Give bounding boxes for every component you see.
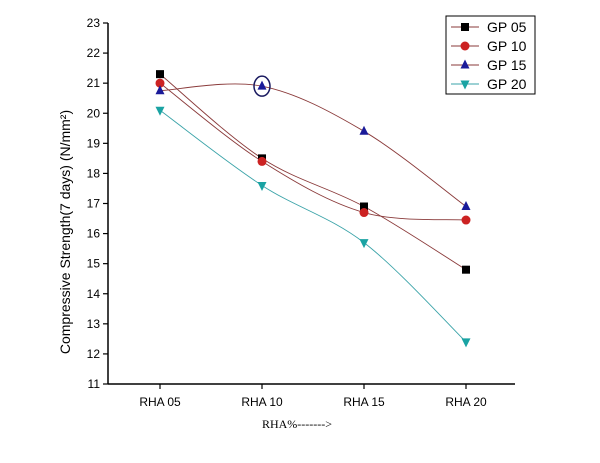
y-tick-label: 16 xyxy=(87,227,101,241)
x-tick-label: RHA 05 xyxy=(139,395,181,409)
y-tick-label: 17 xyxy=(87,197,101,211)
legend-marker-gp-15 xyxy=(460,59,470,69)
y-tick-label: 22 xyxy=(87,46,101,60)
x-axis-title: RHA%-------> xyxy=(262,417,332,431)
series-line-gp-15 xyxy=(159,83,467,207)
data-point-gp-10 xyxy=(461,215,471,225)
legend-marker-gp-20 xyxy=(460,80,470,90)
y-axis-title: Compressive Strength(7 days) (N/mm²) xyxy=(57,110,73,354)
data-point-gp-20 xyxy=(461,338,471,348)
y-tick-label: 18 xyxy=(87,166,101,180)
data-point-gp-05 xyxy=(156,70,164,79)
data-point-gp-10 xyxy=(257,156,267,166)
series-line-gp-10 xyxy=(159,82,467,221)
data-point-gp-05 xyxy=(462,265,470,274)
legend-label-gp-05: GP 05 xyxy=(487,19,527,35)
y-tick-label: 21 xyxy=(87,76,101,90)
data-point-gp-15 xyxy=(461,201,471,211)
y-tick-label: 12 xyxy=(87,347,101,361)
y-ticks: 11 12 13 14 15 16 17 18 19 20 21 22 23 xyxy=(87,16,108,391)
data-point-gp-20 xyxy=(257,181,267,191)
y-tick-label: 23 xyxy=(87,16,101,30)
data-point-gp-05 xyxy=(360,202,368,211)
data-point-gp-10 xyxy=(155,78,165,88)
y-tick-label: 15 xyxy=(87,257,101,271)
series-lines xyxy=(159,73,467,343)
data-point-gp-10 xyxy=(359,208,369,218)
x-ticks: RHA 05 RHA 10 RHA 15 RHA 20 xyxy=(139,384,487,409)
legend-label-gp-15: GP 15 xyxy=(487,57,527,73)
x-tick-label: RHA 15 xyxy=(343,395,385,409)
legend-label-gp-10: GP 10 xyxy=(487,38,527,54)
x-tick-label: RHA 10 xyxy=(241,395,283,409)
legend-marker-gp-10 xyxy=(460,41,470,51)
annotations xyxy=(253,75,271,97)
y-tick-label: 14 xyxy=(87,287,101,301)
y-tick-label: 19 xyxy=(87,136,101,150)
legend-marker-gp-05 xyxy=(461,23,469,31)
legend: GP 05 GP 10 GP 15 GP 20 xyxy=(445,15,536,95)
series-markers xyxy=(155,70,471,348)
data-point-gp-15 xyxy=(257,80,267,90)
legend-label-gp-20: GP 20 xyxy=(487,76,527,92)
data-point-gp-20 xyxy=(359,239,369,249)
y-tick-label: 13 xyxy=(87,317,101,331)
highlight-circle xyxy=(253,75,271,97)
series-line-gp-05 xyxy=(159,73,467,271)
data-point-gp-15 xyxy=(155,85,165,95)
series-line-gp-20 xyxy=(159,109,467,343)
x-tick-label: RHA 20 xyxy=(445,395,487,409)
y-tick-label: 11 xyxy=(88,377,101,391)
data-point-gp-15 xyxy=(359,125,369,135)
y-tick-label: 20 xyxy=(87,106,101,120)
data-point-gp-20 xyxy=(155,106,165,116)
